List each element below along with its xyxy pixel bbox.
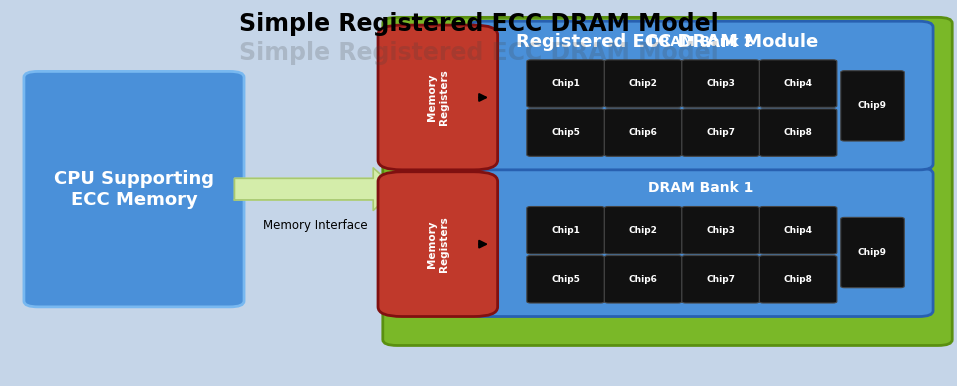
- FancyBboxPatch shape: [841, 217, 904, 288]
- FancyBboxPatch shape: [24, 71, 244, 307]
- FancyBboxPatch shape: [760, 256, 836, 303]
- Text: Chip6: Chip6: [629, 128, 657, 137]
- FancyBboxPatch shape: [760, 60, 836, 107]
- Text: Chip5: Chip5: [551, 275, 580, 284]
- FancyBboxPatch shape: [526, 207, 605, 254]
- Text: DRAM Bank 2: DRAM Bank 2: [648, 35, 754, 49]
- FancyBboxPatch shape: [378, 172, 498, 317]
- FancyBboxPatch shape: [378, 25, 498, 170]
- Text: Chip2: Chip2: [629, 226, 657, 235]
- Text: Chip6: Chip6: [629, 275, 657, 284]
- FancyBboxPatch shape: [469, 168, 933, 317]
- FancyBboxPatch shape: [526, 256, 605, 303]
- Text: Memory
Registers: Memory Registers: [427, 216, 449, 272]
- FancyBboxPatch shape: [681, 207, 760, 254]
- FancyBboxPatch shape: [681, 256, 760, 303]
- Text: Chip5: Chip5: [551, 128, 580, 137]
- Text: Simple Registered ECC DRAM Model: Simple Registered ECC DRAM Model: [238, 12, 719, 36]
- Text: Chip8: Chip8: [784, 128, 812, 137]
- FancyBboxPatch shape: [605, 60, 681, 107]
- Text: Chip3: Chip3: [706, 226, 735, 235]
- FancyBboxPatch shape: [760, 207, 836, 254]
- Text: Simple Registered ECC DRAM Model: Simple Registered ECC DRAM Model: [238, 41, 719, 64]
- Text: Chip4: Chip4: [784, 226, 812, 235]
- FancyBboxPatch shape: [605, 207, 681, 254]
- Text: Chip2: Chip2: [629, 79, 657, 88]
- Text: Chip1: Chip1: [551, 79, 580, 88]
- Text: Chip9: Chip9: [858, 102, 887, 110]
- Text: Memory
Registers: Memory Registers: [427, 69, 449, 125]
- FancyBboxPatch shape: [526, 60, 605, 107]
- Text: CPU Supporting
ECC Memory: CPU Supporting ECC Memory: [54, 170, 214, 208]
- FancyBboxPatch shape: [841, 71, 904, 141]
- Text: Memory Interface: Memory Interface: [263, 219, 368, 232]
- Text: Chip7: Chip7: [706, 275, 735, 284]
- FancyBboxPatch shape: [681, 109, 760, 156]
- Text: Chip4: Chip4: [784, 79, 812, 88]
- FancyBboxPatch shape: [681, 60, 760, 107]
- Text: Chip1: Chip1: [551, 226, 580, 235]
- FancyBboxPatch shape: [526, 109, 605, 156]
- Text: Chip8: Chip8: [784, 275, 812, 284]
- FancyBboxPatch shape: [469, 21, 933, 170]
- FancyBboxPatch shape: [605, 109, 681, 156]
- Text: Chip3: Chip3: [706, 79, 735, 88]
- FancyBboxPatch shape: [383, 17, 952, 345]
- Polygon shape: [234, 168, 397, 210]
- FancyBboxPatch shape: [760, 109, 836, 156]
- Text: DRAM Bank 1: DRAM Bank 1: [648, 181, 754, 195]
- Text: Chip9: Chip9: [858, 248, 887, 257]
- Text: Chip7: Chip7: [706, 128, 735, 137]
- Text: Registered ECC DRAM Module: Registered ECC DRAM Module: [517, 33, 818, 51]
- FancyBboxPatch shape: [605, 256, 681, 303]
